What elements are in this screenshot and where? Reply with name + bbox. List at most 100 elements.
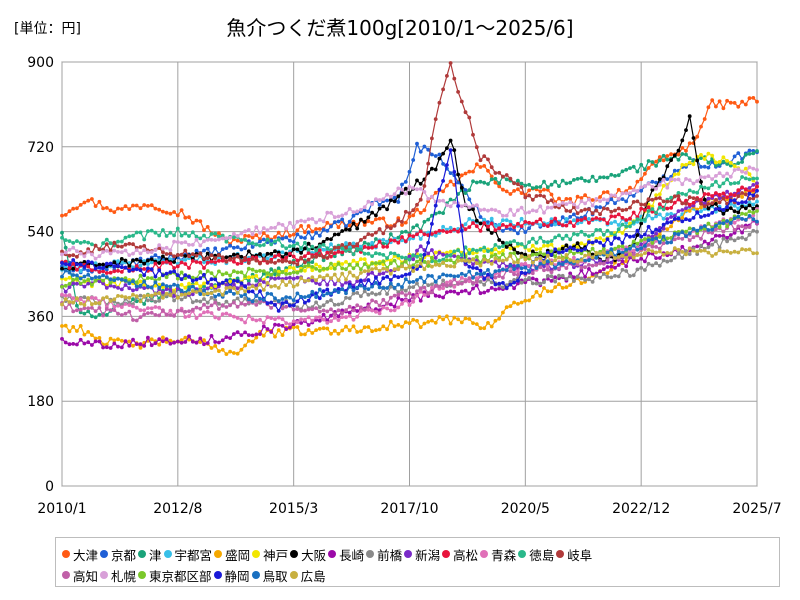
- data-point: [452, 249, 457, 254]
- data-point: [317, 305, 322, 310]
- data-point: [374, 309, 378, 314]
- data-point: [706, 165, 711, 170]
- data-point: [97, 306, 102, 310]
- data-point: [175, 253, 180, 257]
- data-point: [426, 320, 431, 324]
- data-point: [261, 321, 266, 325]
- data-point: [355, 314, 360, 319]
- data-point: [669, 220, 673, 225]
- data-point: [706, 245, 711, 250]
- data-point: [609, 221, 614, 226]
- data-point: [527, 182, 531, 187]
- legend-item: 徳島: [518, 545, 554, 564]
- data-point: [542, 252, 546, 257]
- data-point: [314, 255, 318, 259]
- data-point: [340, 315, 345, 319]
- data-point: [471, 247, 475, 252]
- data-point: [385, 301, 389, 306]
- data-point: [82, 284, 87, 289]
- data-point: [616, 236, 621, 241]
- data-point: [441, 272, 445, 277]
- data-point: [250, 284, 255, 289]
- data-point: [362, 269, 367, 274]
- data-point: [183, 215, 188, 220]
- data-point: [336, 245, 341, 250]
- data-point: [370, 267, 374, 271]
- data-point: [545, 253, 550, 258]
- data-point: [235, 238, 240, 243]
- data-point: [448, 148, 453, 153]
- data-point: [258, 239, 262, 244]
- data-point: [572, 178, 576, 182]
- data-point: [695, 134, 700, 139]
- data-point: [317, 244, 322, 248]
- data-point: [273, 303, 277, 307]
- data-point: [295, 275, 300, 280]
- data-point: [243, 302, 248, 307]
- data-point: [213, 260, 218, 264]
- data-point: [400, 264, 404, 269]
- data-point: [269, 238, 274, 243]
- data-point: [467, 251, 472, 256]
- data-point: [519, 280, 524, 285]
- data-point: [258, 278, 262, 283]
- data-point: [284, 235, 289, 240]
- data-point: [265, 251, 270, 256]
- data-point: [347, 284, 352, 289]
- data-point: [743, 102, 748, 107]
- data-point: [194, 253, 199, 258]
- x-tick-label: 2020/5: [501, 501, 550, 517]
- data-point: [747, 232, 752, 237]
- data-point: [67, 329, 72, 334]
- data-point: [478, 268, 483, 273]
- data-point: [97, 270, 102, 274]
- data-point: [695, 244, 700, 249]
- data-point: [654, 250, 658, 255]
- data-point: [542, 280, 546, 285]
- data-point: [542, 222, 546, 227]
- data-point: [232, 314, 236, 319]
- data-point: [183, 309, 188, 314]
- data-point: [317, 253, 322, 258]
- data-point: [549, 239, 554, 243]
- data-point: [493, 208, 498, 213]
- data-point: [153, 274, 158, 279]
- data-point: [736, 224, 741, 229]
- data-point: [706, 202, 711, 206]
- data-point: [613, 214, 617, 219]
- data-point: [205, 269, 210, 273]
- data-point: [624, 224, 629, 229]
- data-point: [265, 291, 270, 296]
- data-point: [456, 90, 460, 94]
- data-point: [687, 209, 692, 213]
- data-point: [314, 267, 318, 271]
- data-point: [508, 279, 513, 284]
- data-point: [269, 226, 274, 230]
- data-point: [164, 284, 169, 288]
- data-point: [598, 217, 602, 221]
- data-point: [452, 254, 457, 258]
- data-point: [198, 236, 203, 241]
- data-point: [725, 159, 729, 163]
- data-point: [482, 257, 487, 262]
- data-point: [288, 233, 292, 238]
- data-point: [246, 275, 251, 280]
- data-point: [743, 248, 748, 252]
- data-point: [90, 276, 94, 281]
- data-point: [359, 257, 363, 261]
- data-point: [489, 251, 494, 256]
- data-point: [751, 228, 756, 233]
- data-point: [291, 303, 296, 308]
- data-point: [340, 311, 345, 316]
- data-point: [75, 308, 79, 313]
- data-point: [63, 323, 68, 328]
- data-point: [497, 258, 502, 263]
- data-point: [291, 298, 296, 303]
- data-point: [146, 306, 150, 310]
- data-point: [63, 262, 68, 266]
- data-point: [669, 240, 673, 245]
- data-point: [228, 285, 233, 290]
- data-point: [493, 224, 498, 228]
- data-point: [743, 200, 748, 205]
- data-point: [643, 184, 647, 189]
